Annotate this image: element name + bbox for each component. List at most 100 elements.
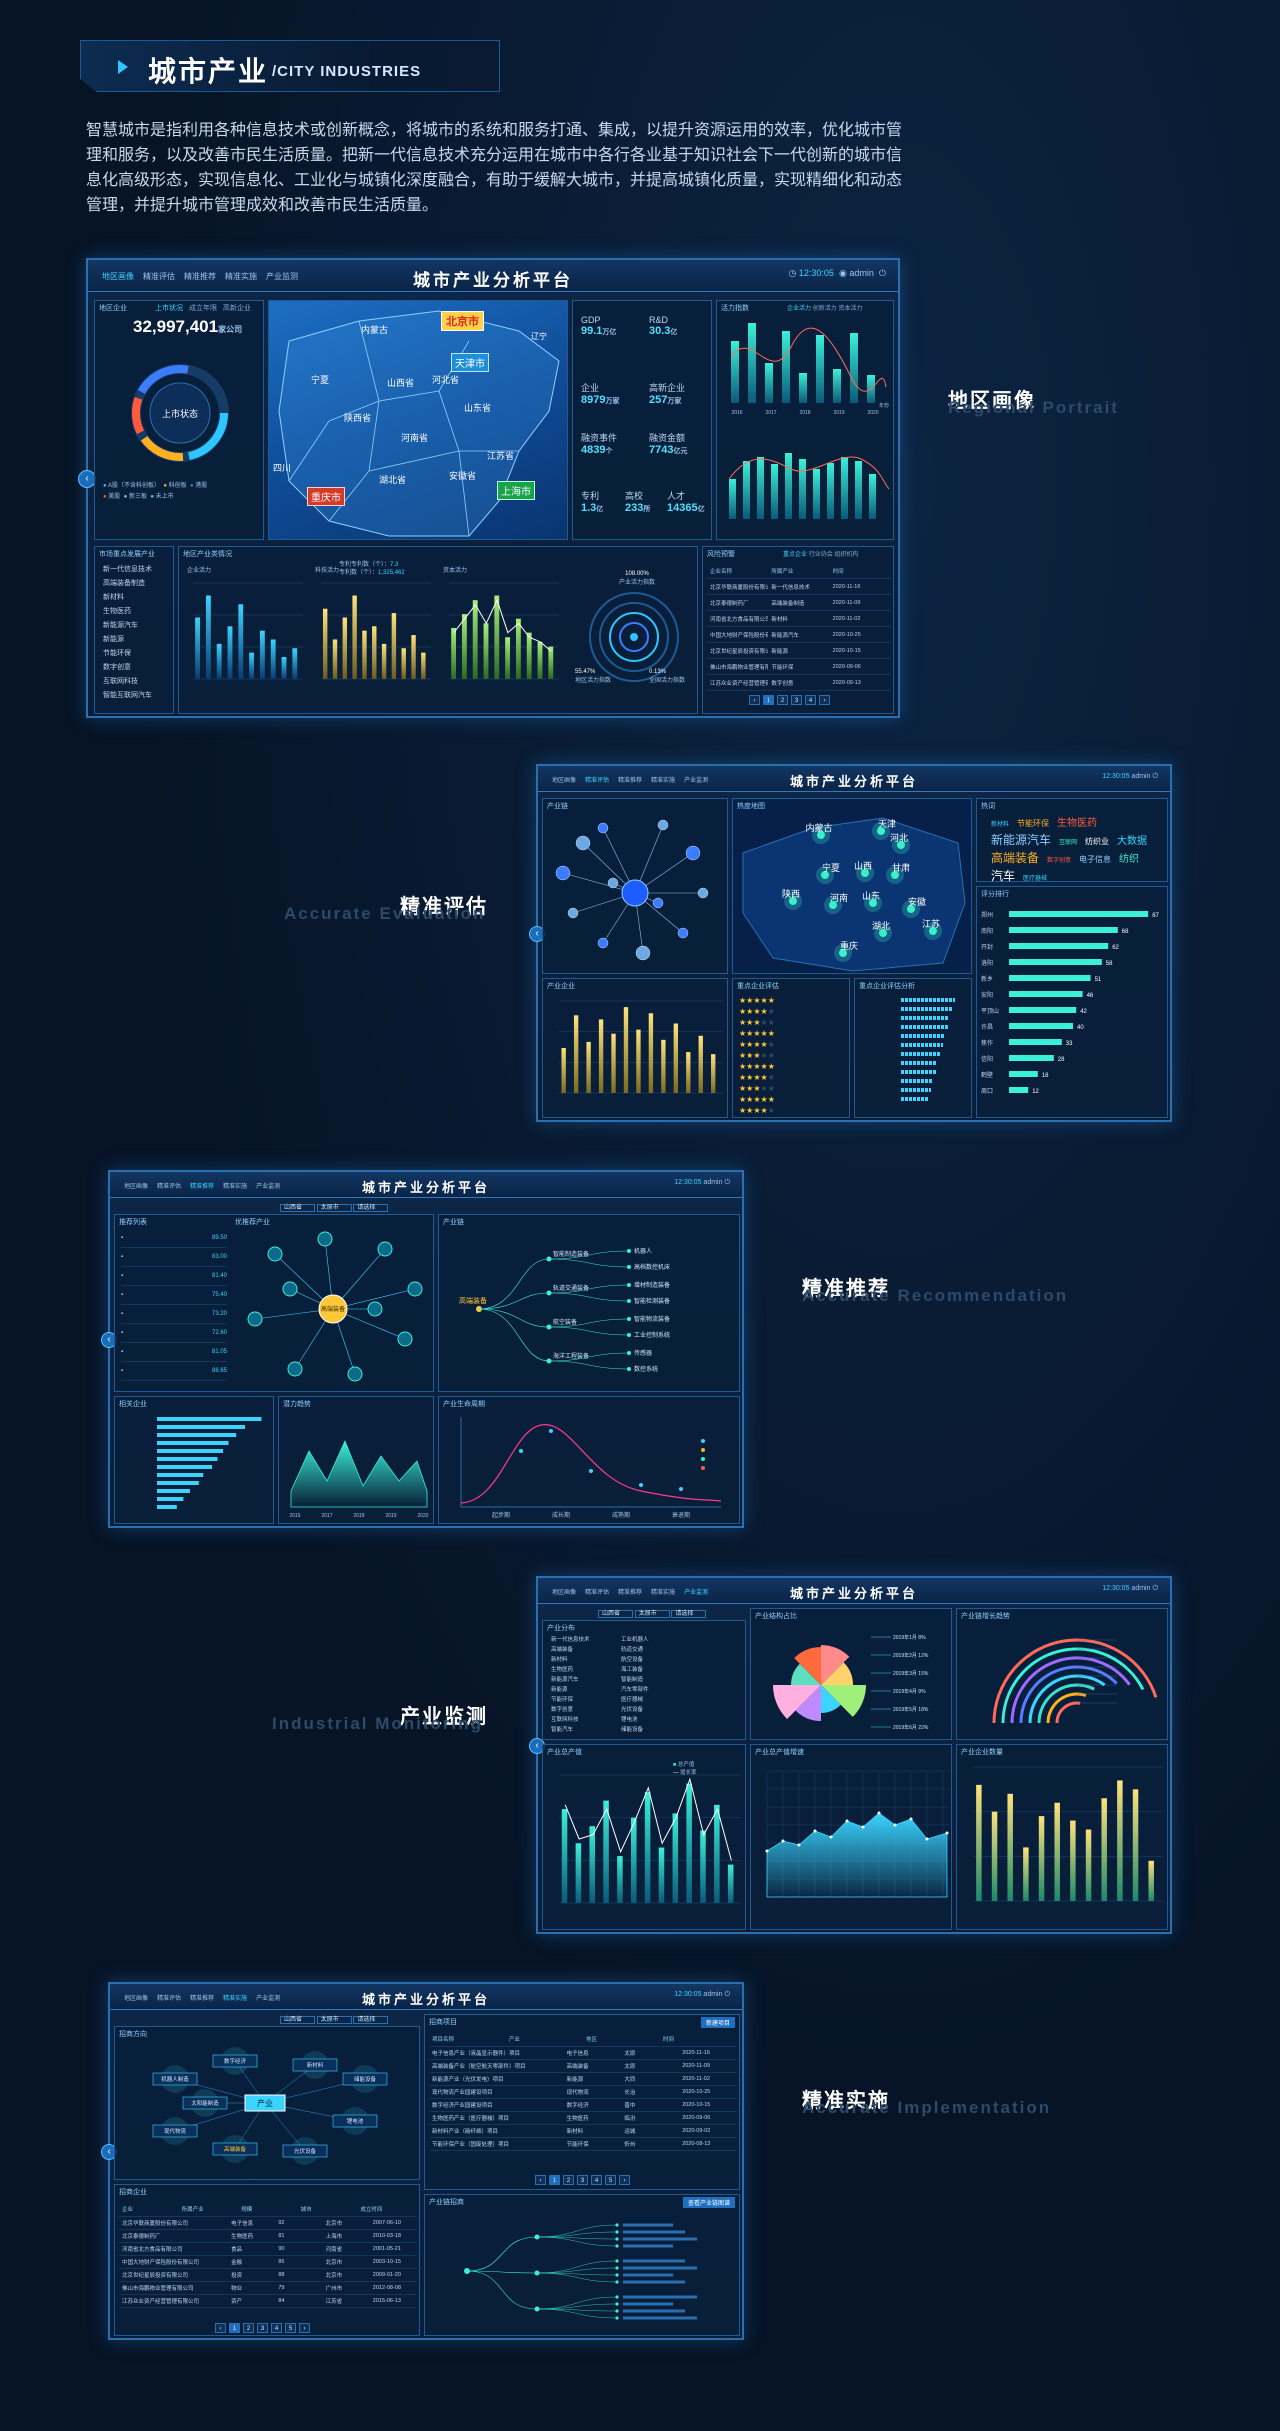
tab[interactable]: 资本活力 [838,306,863,312]
table-row[interactable]: 北京泰德制药厂 高端装备制造 2020-11-09 [707,595,891,611]
hot-word[interactable]: 生物医药 [1057,818,1098,829]
industry-item[interactable]: 新材料 [551,1657,568,1663]
city-select[interactable]: 太原市 [316,2016,352,2024]
industry-select[interactable]: 请选择 [671,1610,707,1618]
nav-item[interactable]: 地区画像 [124,1184,149,1190]
user-name[interactable]: admin [703,1991,723,1998]
city-select[interactable]: 太原市 [634,1610,670,1618]
province-select[interactable]: 山西省 [280,1204,316,1212]
hot-word[interactable]: 新材料 [991,822,1010,828]
page-button[interactable]: 5 [285,2323,296,2333]
industry-item[interactable]: 新能源 [103,636,124,643]
hot-word[interactable]: 医疗器械 [1023,876,1048,882]
hot-word[interactable]: 新能源汽车 [991,833,1052,847]
power-icon[interactable]: ⏻ [876,268,886,278]
nav-item[interactable]: 精准评估 [157,1996,182,2002]
page-button[interactable]: 3 [791,695,802,705]
hot-word[interactable]: 纺织 [1119,854,1140,865]
nav-item[interactable]: 产业监测 [684,1590,709,1596]
map-label[interactable]: 山西省 [387,378,415,388]
nav-item[interactable]: 地区画像 [552,1590,577,1596]
industry-item[interactable]: 生物医药 [551,1667,574,1673]
table-row[interactable]: 佛山市海鹏物业管理有限公司 物业 79 广州市 2012-08-08 [119,2282,417,2295]
industry-item[interactable]: 数字创意 [551,1707,574,1713]
tab-years[interactable]: 成立年限 [188,305,217,312]
user-name[interactable]: admin [1131,1585,1151,1592]
province-select[interactable]: 山西省 [598,1610,634,1618]
sub-industry-item[interactable]: 储能设备 [621,1727,644,1733]
nav-item[interactable]: 精准评估 [585,1590,610,1596]
map-label[interactable]: 陕西省 [344,413,372,423]
industry-item[interactable]: 新材料 [103,594,124,601]
nav-item[interactable]: 产业监测 [266,272,298,281]
page-button[interactable]: › [299,2323,310,2333]
industry-item[interactable]: 高端装备 [551,1647,574,1653]
table-row[interactable]: 高端装备产业（航空航天零部件）项目 高端装备 太原 2020-11-09 [429,2060,737,2073]
nav-item[interactable]: 精准评估 [585,778,610,784]
score-item[interactable]: ▪ 73.20 [121,1305,227,1324]
view-chain-button[interactable]: 查看产业链图谱 [682,2197,735,2208]
page-button[interactable]: 4 [805,695,816,705]
nav-item[interactable]: 精准实施 [651,1590,676,1596]
sub-industry-item[interactable]: 工业机器人 [621,1637,649,1643]
power-icon[interactable]: ⏻ [724,1179,730,1186]
industry-item[interactable]: 节能环保 [551,1697,574,1703]
nav-item[interactable]: 精准实施 [225,272,257,281]
page-button[interactable]: 1 [763,695,774,705]
tab[interactable]: 企业活力 [787,306,812,312]
map-label-highlight[interactable]: 天津市 [451,353,489,372]
page-button[interactable]: 2 [777,695,788,705]
map-label-highlight[interactable]: 上海市 [497,481,535,500]
industry-item[interactable]: 数字创意 [103,664,131,671]
nav-item[interactable]: 地区画像 [124,1996,149,2002]
tab[interactable]: 组织机构 [834,552,859,558]
user-name[interactable]: admin [1131,773,1151,780]
table-row[interactable]: 河南省北方食品有限公司 食品 90 河南省 2001-05-21 [119,2243,417,2256]
page-button[interactable]: ‹ [215,2323,226,2333]
page-button[interactable]: › [619,2175,630,2185]
industry-item[interactable]: 智能互联网汽车 [103,692,152,699]
industry-item[interactable]: 新一代信息技术 [103,566,152,573]
hot-word[interactable]: 纺织业 [1085,837,1110,846]
nav-item[interactable]: 精准推荐 [618,778,643,784]
table-row[interactable]: 河南省北方食品有限公司 新材料 2020-11-02 [707,611,891,627]
table-row[interactable]: 北京世纪星辰投资有限公司 投资 88 北京市 2009-01-20 [119,2269,417,2282]
industry-item[interactable]: 生物医药 [103,608,131,615]
city-select[interactable]: 太原市 [316,1204,352,1212]
map-label[interactable]: 内蒙古 [361,325,389,335]
power-icon[interactable]: ⏻ [1152,1585,1158,1592]
table-row[interactable]: 中国大地财产保险股份有限公司 金融 86 北京市 2003-10-15 [119,2256,417,2269]
score-item[interactable]: ▪ 88.65 [121,1362,227,1381]
map-label-highlight[interactable]: 重庆市 [307,487,345,506]
tab[interactable]: 重点企业 [783,552,808,558]
tab-listed[interactable]: 上市状况 [155,305,183,312]
nav-item[interactable]: 产业监测 [256,1996,281,2002]
hot-word[interactable]: 高端装备 [991,851,1040,865]
page-button[interactable]: 5 [605,2175,616,2185]
page-button[interactable]: 4 [591,2175,602,2185]
china-map[interactable]: 内蒙古 北京市 天津市 辽宁 宁夏 山西省 河北省 陕西省 山东省 河南省 江苏… [268,300,568,540]
nav-item[interactable]: 产业监测 [256,1184,281,1190]
page-button[interactable]: ‹ [749,695,760,705]
industry-item[interactable]: 新能源汽车 [551,1677,579,1683]
province-select[interactable]: 山西省 [280,2016,316,2024]
table-row[interactable]: 生物医药产业（医疗器械）项目 生物医药 临汾 2020-09-06 [429,2112,737,2125]
map-label[interactable]: 四川 [273,463,292,473]
nav-item[interactable]: 精准实施 [223,1184,248,1190]
nav-item[interactable]: 精准评估 [157,1184,182,1190]
nav-item[interactable]: 精准推荐 [618,1590,643,1596]
nav-item[interactable]: 精准评估 [143,272,175,281]
table-row[interactable]: 中国大地财产保险股份有限公司新能源汽车 2020-10-25 [707,627,891,643]
page-button[interactable]: 1 [549,2175,560,2185]
chain-investment-tree[interactable] [427,2211,739,2335]
tab-hightech[interactable]: 高新企业 [222,305,251,312]
nav-item[interactable]: 地区画像 [102,272,134,281]
map-label[interactable]: 辽宁 [531,332,547,341]
page-button[interactable]: 3 [577,2175,588,2185]
map-label-highlight[interactable]: 北京市 [441,311,484,331]
table-row[interactable]: 北京华联商厦股份有限公司 电子信息 92 北京市 2007-06-10 [119,2217,417,2230]
table-row[interactable]: 节能环保产业（固废处理）项目 节能环保 忻州 2020-08-13 [429,2138,737,2151]
